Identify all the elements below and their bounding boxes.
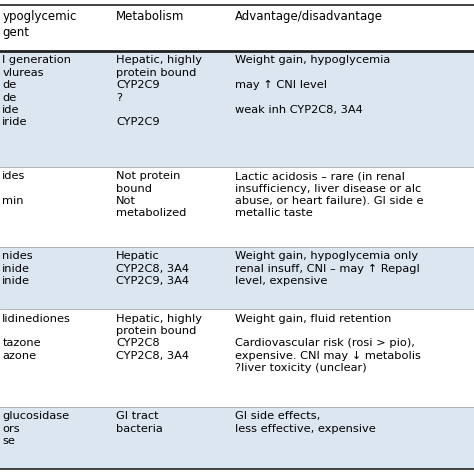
Text: Metabolism: Metabolism [116, 10, 184, 23]
Text: Hepatic, highly
protein bound
CYP2C9
?

CYP2C9: Hepatic, highly protein bound CYP2C9 ? C… [116, 55, 202, 128]
Text: Not protein
bound
Not
metabolized: Not protein bound Not metabolized [116, 171, 186, 219]
Text: Weight gain, hypoglycemia only
renal insuff, CNI – may ↑ Repagl
level, expensive: Weight gain, hypoglycemia only renal ins… [235, 251, 419, 286]
Text: ypoglycemic
gent: ypoglycemic gent [2, 10, 77, 39]
Text: GI side effects,
less effective, expensive: GI side effects, less effective, expensi… [235, 411, 375, 434]
Text: Lactic acidosis – rare (in renal
insufficiency, liver disease or alc
abuse, or h: Lactic acidosis – rare (in renal insuffi… [235, 171, 423, 219]
Text: lidinediones

tazone
azone: lidinediones tazone azone [2, 313, 71, 361]
Text: Weight gain, fluid retention

Cardiovascular risk (rosi > pio),
expensive. CNI m: Weight gain, fluid retention Cardiovascu… [235, 313, 420, 373]
Text: Hepatic
CYP2C8, 3A4
CYP2C9, 3A4: Hepatic CYP2C8, 3A4 CYP2C9, 3A4 [116, 251, 189, 286]
Bar [0, 309, 474, 407]
Bar [0, 407, 474, 469]
Text: Advantage/disadvantage: Advantage/disadvantage [235, 10, 383, 23]
Text: Hepatic, highly
protein bound
CYP2C8
CYP2C8, 3A4: Hepatic, highly protein bound CYP2C8 CYP… [116, 313, 202, 361]
Text: Weight gain, hypoglycemia

may ↑ CNI level

weak inh CYP2C8, 3A4: Weight gain, hypoglycemia may ↑ CNI leve… [235, 55, 390, 128]
Text: nides
inide
inide: nides inide inide [2, 251, 33, 286]
Text: glucosidase
ors
se: glucosidase ors se [2, 411, 70, 446]
Bar [0, 247, 474, 309]
Text: GI tract
bacteria: GI tract bacteria [116, 411, 163, 434]
Bar [0, 51, 474, 167]
Text: ides

min: ides min [2, 171, 26, 206]
Text: l generation
vlureas
de
de
ide
iride: l generation vlureas de de ide iride [2, 55, 72, 128]
Bar [0, 167, 474, 247]
Bar [0, 5, 474, 51]
